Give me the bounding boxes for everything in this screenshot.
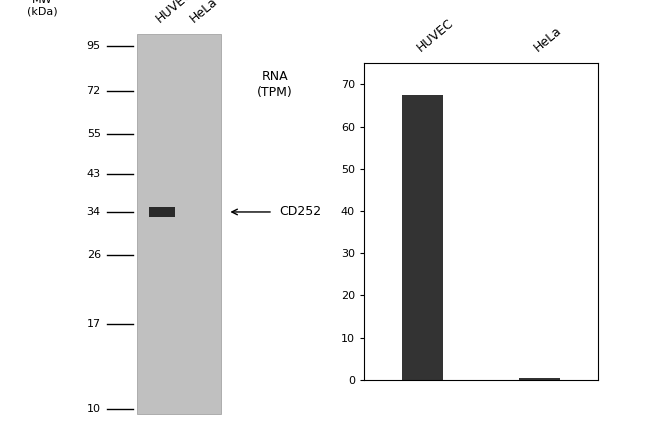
Text: 10: 10 (86, 404, 101, 414)
Text: 95: 95 (86, 41, 101, 51)
Text: MW
(kDa): MW (kDa) (27, 0, 58, 17)
Text: HUVEC: HUVEC (414, 16, 456, 54)
Text: RNA
(TPM): RNA (TPM) (257, 70, 293, 99)
Bar (519, 378, 560, 380)
Text: HUVEC: HUVEC (153, 0, 195, 25)
Text: 26: 26 (86, 250, 101, 260)
Text: CD252: CD252 (280, 206, 322, 219)
Text: HeLa: HeLa (187, 0, 220, 25)
Text: 72: 72 (86, 86, 101, 96)
Text: 55: 55 (86, 130, 101, 139)
Text: HeLa: HeLa (531, 23, 564, 54)
Text: 43: 43 (86, 169, 101, 179)
Bar (149, 207, 175, 216)
Bar (402, 95, 443, 380)
Text: 34: 34 (86, 207, 101, 217)
Bar (136, 34, 221, 414)
Text: 17: 17 (86, 319, 101, 329)
